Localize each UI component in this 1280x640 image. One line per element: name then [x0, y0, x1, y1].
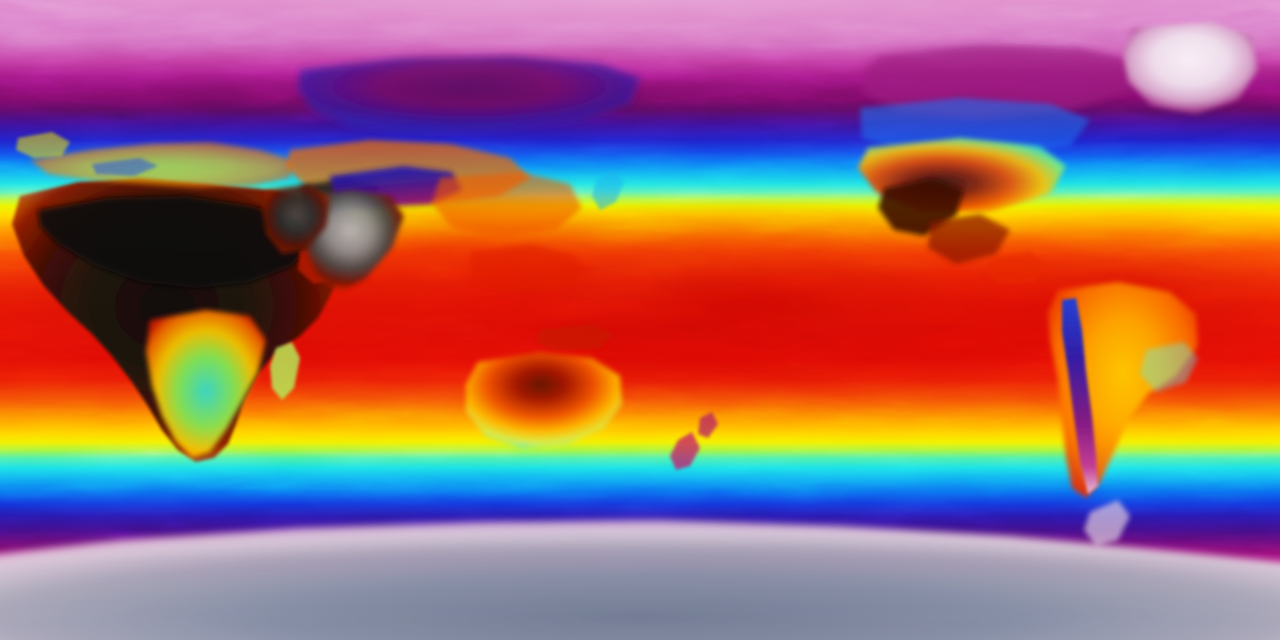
landmass-europe — [16, 132, 292, 188]
landmass-south-america — [1048, 282, 1198, 498]
landmass-antarctica — [0, 500, 1280, 640]
landmass-arabia — [262, 184, 330, 254]
landmass-australia — [466, 324, 718, 470]
landmass-north-america — [858, 44, 1140, 284]
landmass-greenland — [1122, 22, 1258, 114]
